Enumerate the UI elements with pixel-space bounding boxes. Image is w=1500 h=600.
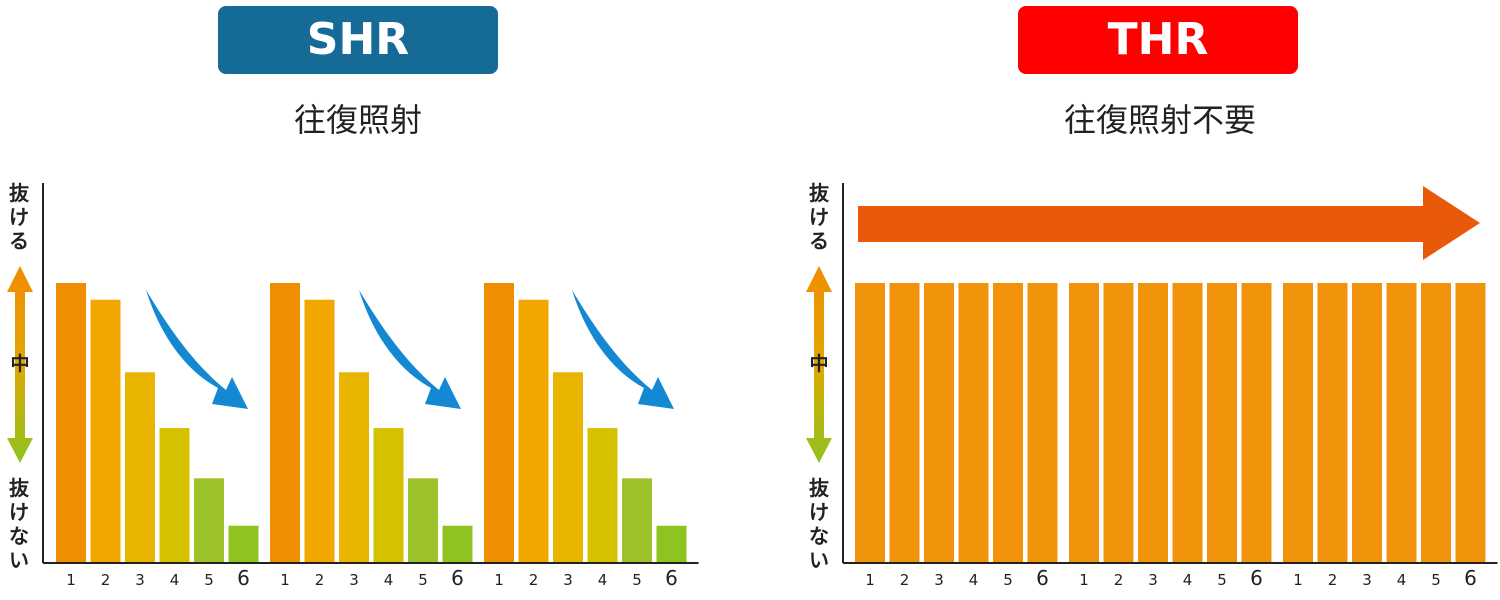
tick-label: 2	[900, 571, 910, 589]
tick-label: 5	[418, 571, 428, 589]
bar	[408, 478, 438, 562]
bar	[1207, 283, 1237, 562]
shr-badge: SHR	[218, 6, 498, 74]
tick-label: 1	[66, 571, 76, 589]
decline-arrow-icon	[359, 290, 461, 409]
bar	[1172, 283, 1203, 562]
tick-label: 1	[1079, 571, 1089, 589]
tick-label: 3	[1148, 571, 1158, 589]
bar	[270, 283, 300, 562]
bar	[1421, 283, 1451, 562]
tick-label: 6	[1036, 566, 1049, 590]
bar	[56, 283, 86, 562]
tick-label: 4	[170, 571, 180, 589]
tick-label: 4	[384, 571, 394, 589]
tick-label: 6	[1250, 566, 1263, 590]
tick-label: 6	[665, 566, 678, 590]
bar	[587, 428, 618, 562]
tick-label: 5	[1217, 571, 1227, 589]
tick-label: 1	[1293, 571, 1303, 589]
tick-label: 5	[1003, 571, 1013, 589]
tick-label: 2	[315, 571, 325, 589]
bar	[553, 372, 583, 562]
tick-label: 4	[1183, 571, 1193, 589]
bar	[228, 525, 259, 562]
tick-label: 1	[494, 571, 504, 589]
axis-label-bottom: 抜けない	[9, 476, 30, 572]
bar	[1138, 283, 1168, 562]
bar	[958, 283, 989, 562]
tick-label: 2	[1328, 571, 1338, 589]
tick-label: 6	[1464, 566, 1477, 590]
axis-label-top: 抜ける	[809, 181, 830, 253]
bar	[484, 283, 514, 562]
tick-label: 3	[563, 571, 573, 589]
tick-label: 1	[280, 571, 290, 589]
bar	[159, 428, 190, 562]
bar	[855, 283, 885, 562]
tick-label: 4	[1397, 571, 1407, 589]
axis-label-middle: 中	[10, 352, 29, 375]
axis-label-middle: 中	[809, 352, 828, 375]
decline-arrow-icon	[572, 290, 674, 409]
bar	[339, 372, 369, 562]
bar	[889, 283, 920, 562]
tick-label: 3	[135, 571, 145, 589]
bar	[622, 478, 652, 562]
flow-arrow-icon	[858, 186, 1480, 260]
bar	[993, 283, 1023, 562]
bar	[1386, 283, 1417, 562]
tick-label: 2	[529, 571, 539, 589]
bar	[304, 299, 335, 562]
bar	[656, 525, 687, 562]
scale-double-arrow	[806, 266, 832, 463]
bar	[1283, 283, 1313, 562]
bar	[1317, 283, 1348, 562]
tick-label: 3	[1362, 571, 1372, 589]
axis-label-top: 抜ける	[9, 181, 30, 253]
bar	[1069, 283, 1099, 562]
bar	[442, 525, 473, 562]
bar	[1241, 283, 1272, 562]
bar	[1352, 283, 1382, 562]
bar	[518, 299, 549, 562]
shr-subtitle: 往復照射	[293, 101, 422, 139]
thr-badge-label: THR	[1107, 14, 1209, 65]
thr-badge: THR	[1018, 6, 1298, 74]
bar	[1455, 283, 1486, 562]
bar	[1027, 283, 1058, 562]
tick-label: 4	[598, 571, 608, 589]
shr-badge-label: SHR	[306, 14, 410, 65]
bar	[924, 283, 954, 562]
tick-label: 2	[101, 571, 111, 589]
tick-label: 6	[451, 566, 464, 590]
tick-label: 5	[1431, 571, 1441, 589]
tick-label: 2	[1114, 571, 1124, 589]
axis-label-bottom: 抜けない	[809, 476, 830, 572]
bar	[373, 428, 404, 562]
bar	[125, 372, 155, 562]
bar	[90, 299, 121, 562]
tick-label: 3	[934, 571, 944, 589]
tick-label: 6	[237, 566, 250, 590]
tick-label: 5	[204, 571, 214, 589]
tick-label: 4	[969, 571, 979, 589]
tick-label: 5	[632, 571, 642, 589]
bar	[194, 478, 224, 562]
tick-label: 3	[349, 571, 359, 589]
decline-arrow-icon	[146, 290, 248, 409]
bar	[1103, 283, 1134, 562]
tick-label: 1	[865, 571, 875, 589]
thr-subtitle: 往復照射不要	[1063, 101, 1256, 139]
scale-double-arrow	[7, 266, 33, 463]
